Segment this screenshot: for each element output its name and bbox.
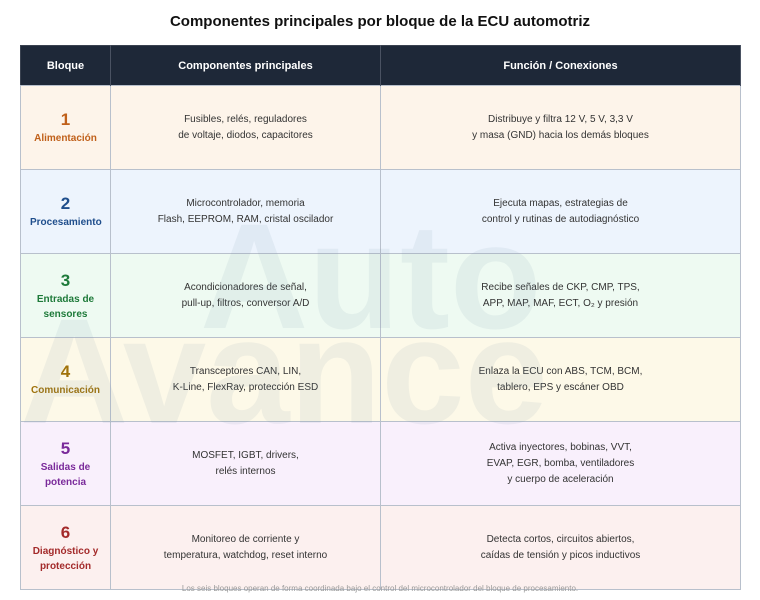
function-line: Ejecuta mapas, estrategias de [493,197,628,209]
components-line: Microcontrolador, memoria [186,197,305,209]
block-name: Alimentación [34,133,97,144]
components-line: K-Line, FlexRay, protección ESD [172,381,319,393]
block-name: Procesamiento [30,217,102,228]
function-line: y masa (GND) hacia los demás bloques [472,129,649,141]
block-number: 1 [60,110,71,129]
function-cell: Activa inyectores, bobinas, VVT, EVAP, EG… [380,421,741,506]
table: Bloque Componentes principales Función /… [20,45,741,590]
block-name: Entradas de sensores [36,293,95,320]
block-name: Salidas de potencia [40,461,91,488]
components-cell: Monitoreo de corriente y temperatura, wat… [110,505,381,590]
components-line: pull-up, filtros, conversor A/D [181,297,310,309]
block-name: Comunicación [31,385,100,396]
function-line: Detecta cortos, circuitos abiertos, [486,533,635,545]
block-name: Diagnóstico y protección [32,545,99,572]
function-line: Distribuye y filtra 12 V, 5 V, 3,3 V [488,113,633,125]
function-cell: Ejecuta mapas, estrategias de control y r… [380,169,741,254]
components-line: Monitoreo de corriente y [191,533,300,545]
title: Componentes principales por bloque de la… [169,13,591,30]
row: 3 Entradas de sensores Acondicionadores de… [20,253,741,338]
function-cell: Detecta cortos, circuitos abiertos, caída… [380,505,741,590]
function-cell: Enlaza la ECU con ABS, TCM, BCM, tablero,… [380,337,741,422]
block-cell: 3 Entradas de sensores [20,253,111,338]
function-line: caídas de tensión y picos inductivos [480,549,641,561]
components-cell: Transceptores CAN, LIN, K-Line, FlexRay, … [110,337,381,422]
components-line: MOSFET, IGBT, drivers, [192,449,299,461]
block-cell: 4 Comunicación [20,337,111,422]
function-line: y cuerpo de aceleración [507,473,614,485]
components-cell: Acondicionadores de señal, pull-up, filtr… [110,253,381,338]
components-line: de voltaje, diodos, capacitores [178,129,313,141]
block-number: 5 [60,438,71,458]
components-line: Transceptores CAN, LIN, [189,365,302,377]
block-cell: 2 Procesamiento [20,169,111,254]
components-cell: Fusibles, relés, reguladores de voltaje, … [110,85,381,170]
function-line: control y rutinas de autodiagnóstico [481,213,640,225]
components-line: Flash, EEPROM, RAM, cristal oscilador [157,213,334,225]
function-line: Recibe señales de CKP, CMP, TPS, [481,281,640,293]
row: 6 Diagnóstico y protección Monitoreo de co… [20,505,741,590]
block-cell: 6 Diagnóstico y protección [20,505,111,590]
function-line: APP, MAP, MAF, ECT, O₂ y presión [482,297,639,309]
footnote: Los seis bloques operan de forma coordin… [181,584,579,593]
header: Bloque [20,45,111,86]
header: Función / Conexiones [380,45,741,86]
header-row: Bloque Componentes principales Función /… [20,45,741,86]
components-line: Acondicionadores de señal, [184,281,307,293]
header: Componentes principales [110,45,381,86]
block-number: 6 [60,522,71,542]
block-number: 3 [60,270,71,290]
row: 1 Alimentación Fusibles, relés, reguladore… [20,85,741,170]
components-cell: MOSFET, IGBT, drivers, relés internos [110,421,381,506]
function-cell: Recibe señales de CKP, CMP, TPS, APP, MAP… [380,253,741,338]
function-cell: Distribuye y filtra 12 V, 5 V, 3,3 V y ma… [380,85,741,170]
function-line: Activa inyectores, bobinas, VVT, [489,441,632,453]
row: 4 Comunicación Transceptores CAN, LIN, K-Li… [20,337,741,422]
components-line: relés internos [215,465,276,477]
function-line: tablero, EPS y escáner OBD [497,381,624,393]
block-cell: 1 Alimentación [20,85,111,170]
components-cell: Microcontrolador, memoria Flash, EEPROM, … [110,169,381,254]
function-line: Enlaza la ECU con ABS, TCM, BCM, [478,365,643,377]
components-line: temperatura, watchdog, reset interno [163,549,328,561]
function-line: EVAP, EGR, bomba, ventiladores [486,457,635,469]
block-number: 4 [60,362,71,381]
block-number: 2 [60,194,71,213]
components-line: Fusibles, relés, reguladores [184,113,307,125]
row: 5 Salidas de potencia MOSFET, IGBT, driver… [20,421,741,506]
row: 2 Procesamiento Microcontrolador, memoria F… [20,169,741,254]
block-cell: 5 Salidas de potencia [20,421,111,506]
